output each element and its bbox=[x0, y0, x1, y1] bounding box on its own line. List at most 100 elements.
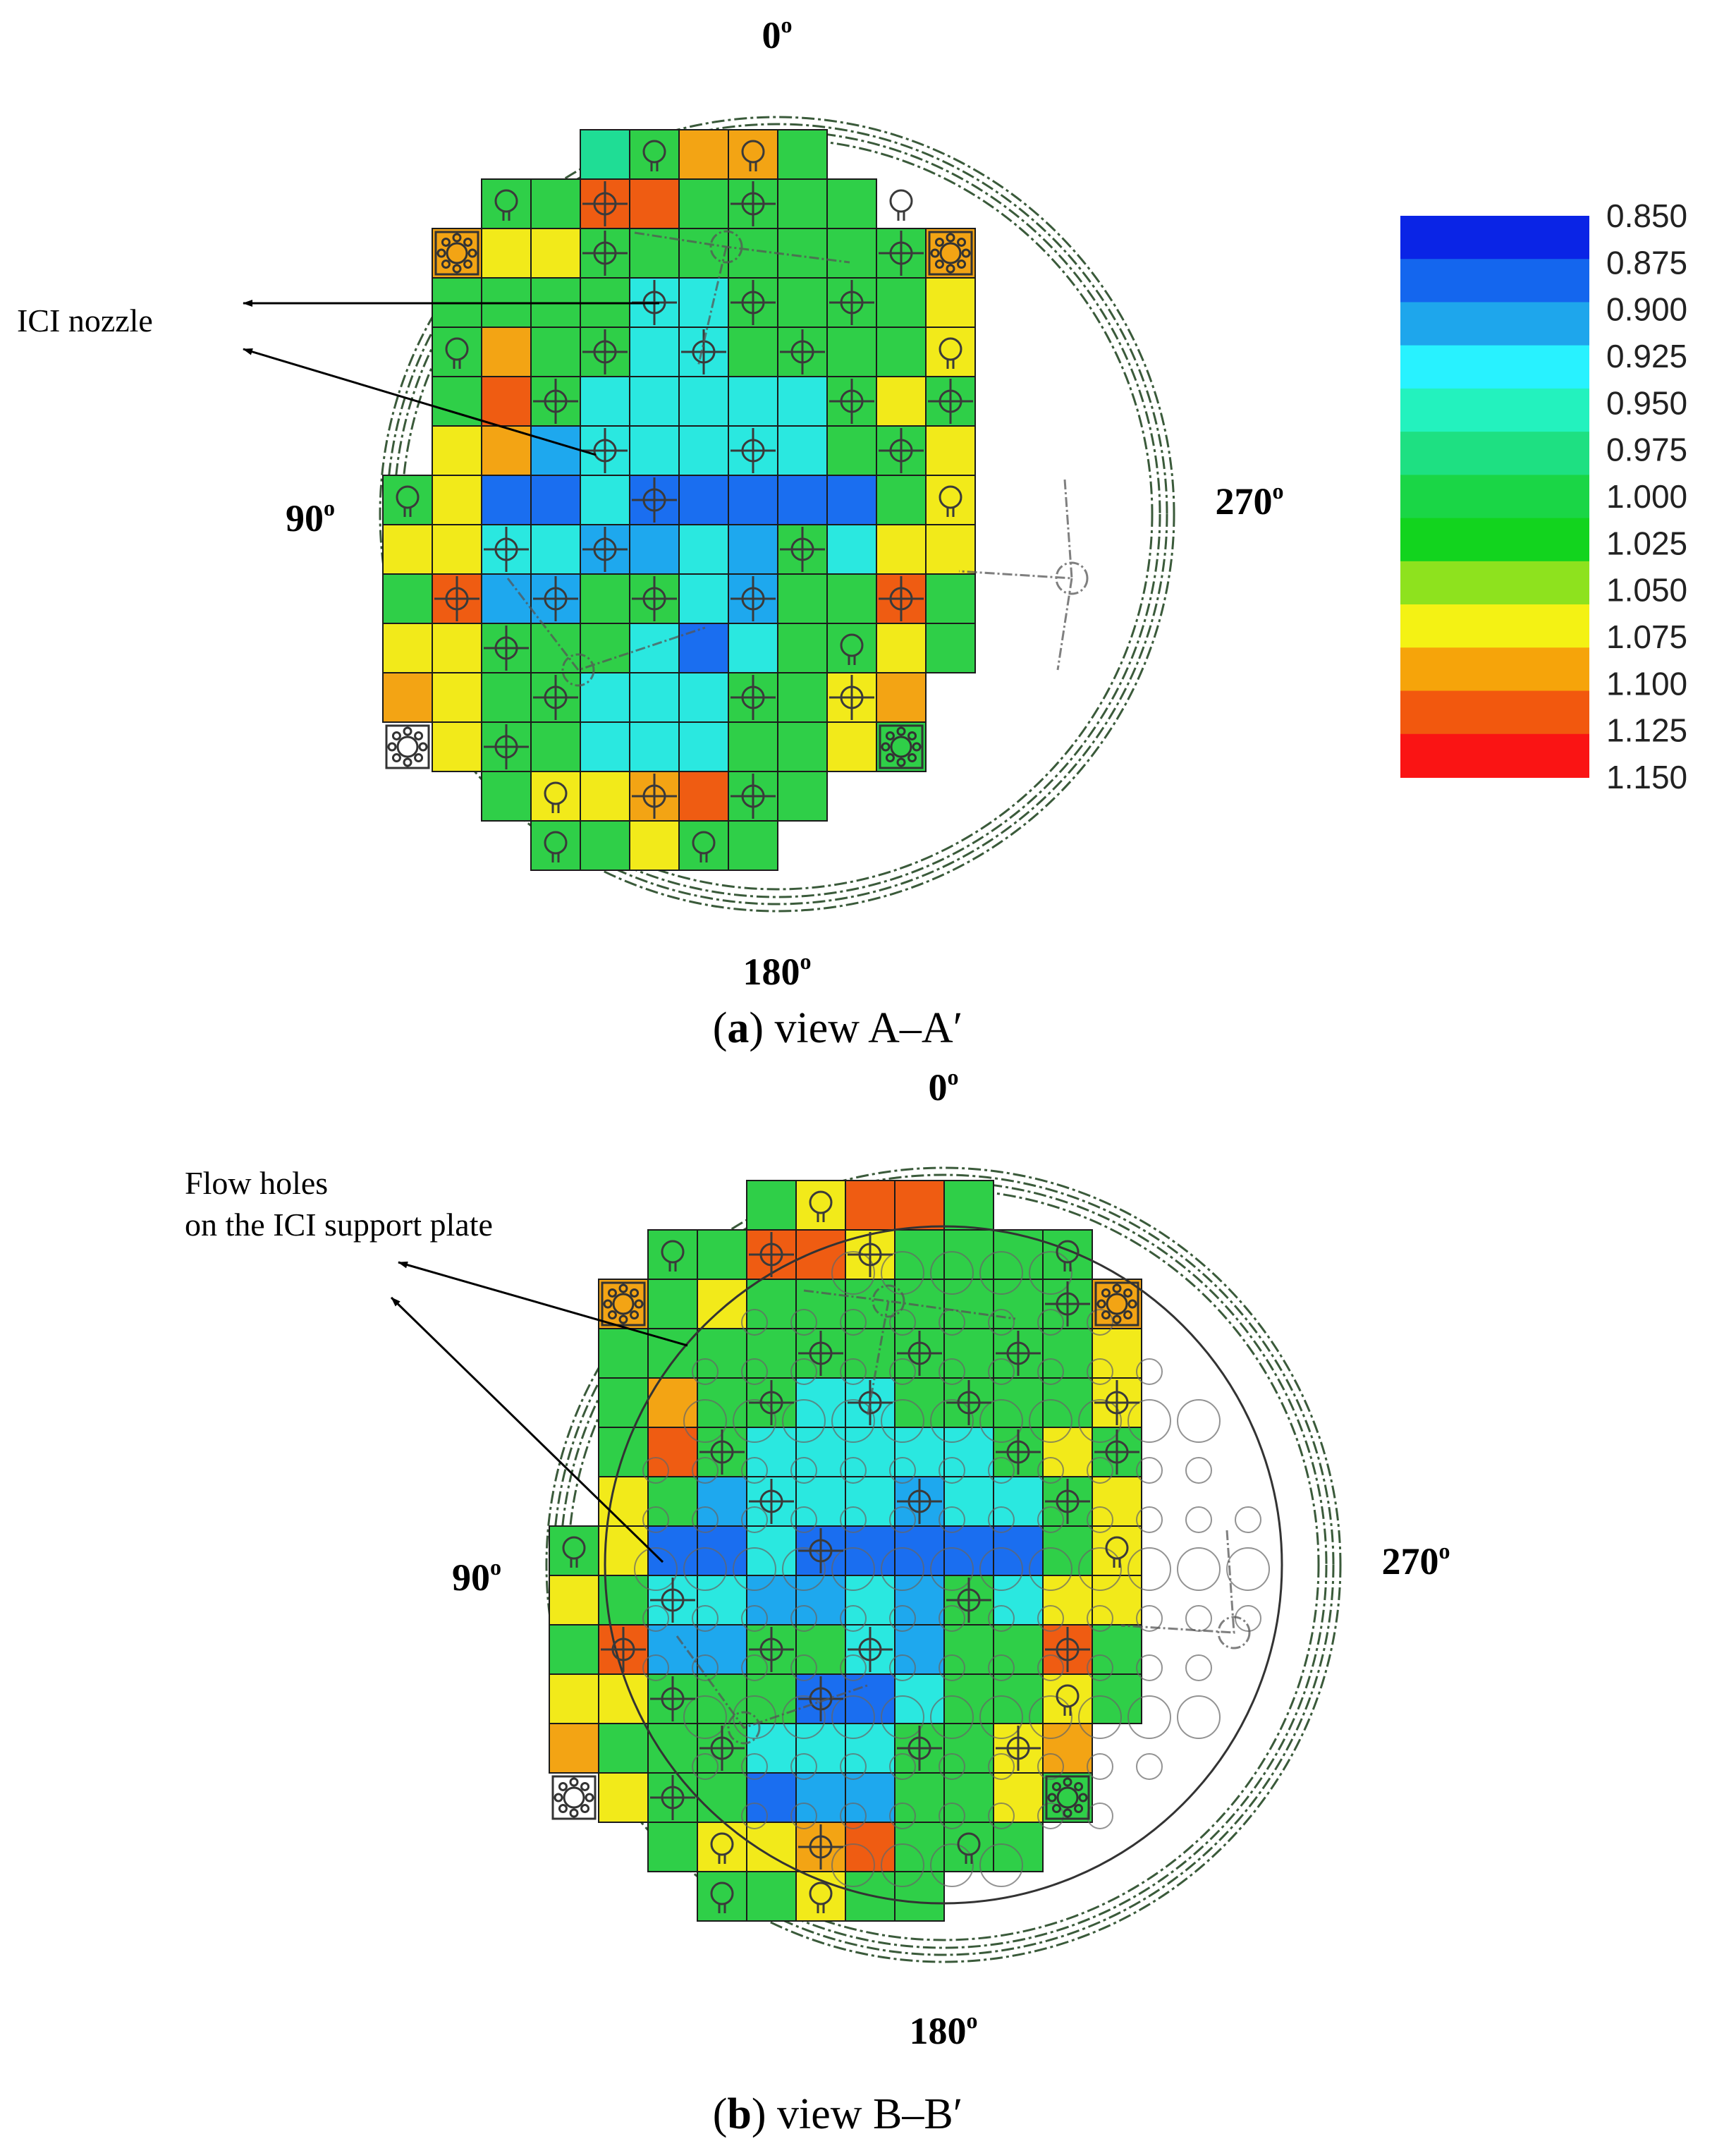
control-rod-icon bbox=[650, 1775, 695, 1820]
colorbar-tick-label: 1.000 bbox=[1606, 478, 1687, 515]
control-rod-icon bbox=[484, 527, 529, 572]
flow-hole bbox=[741, 1803, 768, 1829]
flow-hole bbox=[1235, 1506, 1261, 1533]
fuel-assembly-cell bbox=[678, 277, 729, 328]
flow-hole bbox=[930, 1399, 974, 1443]
flow-hole bbox=[1177, 1695, 1221, 1739]
control-rod-icon bbox=[996, 1331, 1041, 1376]
ici-nozzle-icon bbox=[809, 1190, 833, 1222]
flow-hole bbox=[988, 1654, 1015, 1681]
flow-hole bbox=[1127, 1547, 1171, 1591]
fuel-assembly-cell bbox=[1092, 1624, 1142, 1675]
control-rod-icon bbox=[1045, 1479, 1090, 1524]
fuel-assembly-cell bbox=[678, 524, 729, 575]
fuel-assembly-cell bbox=[629, 376, 680, 427]
flow-hole bbox=[1037, 1358, 1064, 1385]
flow-hole bbox=[840, 1803, 867, 1829]
view-a-angle-left: 90o bbox=[286, 495, 335, 539]
flow-hole bbox=[741, 1506, 768, 1533]
flow-hole bbox=[683, 1399, 727, 1443]
fuel-assembly-cell bbox=[746, 1180, 797, 1231]
control-rod-icon bbox=[632, 477, 677, 523]
fuel-assembly-cell bbox=[678, 178, 729, 229]
flow-hole bbox=[840, 1309, 867, 1336]
control-rod-icon bbox=[699, 1429, 745, 1475]
fuel-assembly-cell bbox=[629, 178, 680, 229]
fuel-assembly-cell bbox=[481, 178, 532, 229]
ici-nozzle-arrow-lower bbox=[243, 348, 597, 456]
flow-hole bbox=[741, 1605, 768, 1632]
flow-hole bbox=[939, 1753, 965, 1780]
control-rod-icon bbox=[699, 1726, 745, 1771]
flow-hole bbox=[790, 1506, 817, 1533]
fuel-assembly-cell bbox=[432, 228, 482, 279]
flow-hole bbox=[1037, 1457, 1064, 1484]
fuel-assembly-cell bbox=[598, 1723, 649, 1774]
fuel-assembly-cell bbox=[481, 672, 532, 723]
flow-hole bbox=[692, 1753, 719, 1780]
flow-hole bbox=[1087, 1309, 1113, 1336]
support-gear-icon bbox=[434, 231, 479, 276]
view-a-caption: (a) view A–A′ bbox=[713, 1004, 963, 1052]
flow-hole bbox=[939, 1358, 965, 1385]
flow-hole bbox=[889, 1803, 916, 1829]
fuel-assembly-cell bbox=[580, 672, 630, 723]
colorbar-tick-label: 0.925 bbox=[1606, 338, 1687, 374]
fuel-assembly-cell bbox=[993, 1229, 1044, 1280]
flow-hole bbox=[988, 1605, 1015, 1632]
view-a-angle-top: 0o bbox=[762, 12, 793, 56]
flow-hole bbox=[939, 1506, 965, 1533]
flow-hole bbox=[692, 1605, 719, 1632]
flow-hole bbox=[683, 1547, 727, 1591]
fuel-assembly-cell bbox=[728, 376, 778, 427]
view-b-flow-holes bbox=[634, 1251, 1270, 1887]
control-rod-icon bbox=[582, 329, 628, 374]
fuel-assembly-cell bbox=[598, 1772, 649, 1823]
fuel-assembly-cell bbox=[530, 327, 581, 377]
flow-hole bbox=[939, 1654, 965, 1681]
flow-hole bbox=[790, 1654, 817, 1681]
colorbar-swatch bbox=[1400, 647, 1589, 692]
fuel-assembly-cell bbox=[845, 1822, 895, 1872]
support-gear-icon bbox=[385, 724, 430, 769]
fuel-assembly-cell bbox=[481, 376, 532, 427]
control-rod-icon bbox=[1045, 1627, 1090, 1672]
fuel-assembly-cell bbox=[697, 1772, 747, 1823]
fuel-assembly-cell bbox=[746, 1328, 797, 1379]
flow-hole bbox=[831, 1843, 875, 1887]
control-rod-icon bbox=[582, 428, 628, 473]
fuel-assembly-cell bbox=[777, 178, 828, 229]
fuel-assembly-cell bbox=[580, 376, 630, 427]
control-rod-icon bbox=[749, 1232, 794, 1277]
ici-nozzle-icon bbox=[939, 485, 962, 517]
fuel-assembly-cell bbox=[728, 623, 778, 673]
fuel-assembly-cell bbox=[697, 1624, 747, 1675]
colorbar-tick-label: 0.875 bbox=[1606, 244, 1687, 281]
fuel-assembly-cell bbox=[678, 623, 729, 673]
flow-hole bbox=[1177, 1399, 1221, 1443]
control-rod-icon bbox=[632, 576, 677, 621]
fuel-assembly-cell bbox=[382, 672, 433, 723]
fuel-assembly-cell bbox=[697, 1871, 747, 1922]
flow-hole bbox=[741, 1457, 768, 1484]
fuel-assembly-cell bbox=[432, 623, 482, 673]
flow-hole bbox=[642, 1605, 669, 1632]
flow-hole bbox=[889, 1605, 916, 1632]
fuel-assembly-cell bbox=[697, 1525, 747, 1576]
view-a-angle-right: 270o bbox=[1216, 478, 1284, 523]
fuel-assembly-cell bbox=[432, 425, 482, 476]
control-rod-icon bbox=[749, 1627, 794, 1672]
fuel-assembly-cell bbox=[530, 623, 581, 673]
flow-hole bbox=[1136, 1506, 1163, 1533]
flow-hole bbox=[1136, 1654, 1163, 1681]
control-rod-icon bbox=[731, 675, 776, 720]
control-rod-icon bbox=[582, 181, 628, 226]
flow-hole bbox=[840, 1506, 867, 1533]
fuel-assembly-cell bbox=[993, 1772, 1044, 1823]
fuel-assembly-cell bbox=[943, 1525, 994, 1576]
flow-hole bbox=[831, 1399, 875, 1443]
control-rod-icon bbox=[749, 1380, 794, 1425]
control-rod-icon bbox=[879, 231, 924, 276]
flow-hole bbox=[988, 1803, 1015, 1829]
flow-hole bbox=[692, 1457, 719, 1484]
